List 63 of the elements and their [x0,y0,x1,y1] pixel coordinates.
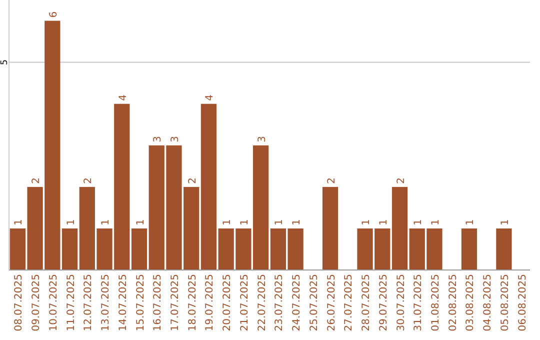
x-tick-label: 18.07.2025 [187,274,198,332]
x-tick-label: 13.07.2025 [100,274,112,332]
x-tick-label: 27.07.2025 [344,274,355,332]
bar [392,186,408,270]
data-label: 1 [465,219,476,226]
bar [461,228,478,270]
data-label: 1 [239,219,250,226]
data-label: 1 [100,219,112,226]
data-label: 6 [48,11,60,18]
data-label: 2 [83,178,94,184]
x-tick-label: 31.07.2025 [413,274,424,332]
x-tick-label: 04.08.2025 [482,274,494,332]
data-label: 2 [326,178,338,184]
bar [62,228,78,270]
x-tick-label: 09.07.2025 [31,274,42,332]
x-tick-label: 14.07.2025 [118,274,129,332]
data-label: 3 [256,136,268,142]
data-label: 1 [500,219,511,226]
bar [496,228,512,270]
x-tick-label: 02.08.2025 [448,274,459,332]
data-label: 2 [187,178,198,184]
x-tick-label: 08.07.2025 [14,274,25,332]
x-tick-label: 10.07.2025 [48,274,60,332]
data-label: 1 [361,219,372,226]
data-label: 1 [430,219,442,226]
x-tick-label: 28.07.2025 [361,274,372,332]
x-tick-label: 23.07.2025 [274,274,286,332]
data-label: 1 [14,219,25,226]
x-tick-label: 25.07.2025 [308,274,320,332]
bar [322,186,338,270]
x-tick-label: 21.07.2025 [239,274,250,332]
data-label: 1 [66,219,77,226]
x-tick-label: 16.07.2025 [152,274,164,332]
x-tick-label: 12.07.2025 [83,274,94,332]
bar [131,228,148,270]
data-label: 4 [204,94,216,101]
x-tick-label: 17.07.2025 [170,274,181,332]
x-tick-label: 11.07.2025 [66,274,77,332]
data-label: 4 [118,94,129,101]
x-tick-label: 26.07.2025 [326,274,338,332]
x-tick-label: 01.08.2025 [430,274,442,332]
data-label: 2 [31,178,42,184]
x-tick-label: 19.07.2025 [204,274,216,332]
data-label: 1 [135,219,146,226]
data-label: 1 [378,219,390,226]
x-tick-label: 30.07.2025 [396,274,407,332]
x-tick-label: 03.08.2025 [465,274,476,332]
x-tick-label: 29.07.2025 [378,274,390,332]
x-tick-label: 15.07.2025 [135,274,146,332]
data-label: 1 [274,219,286,226]
data-label: 1 [222,219,234,226]
x-tick-label: 05.08.2025 [500,274,511,332]
data-label: 2 [396,178,407,184]
x-tick-label: 24.07.2025 [292,274,303,332]
data-label: 3 [170,136,181,142]
data-label: 1 [292,219,303,226]
x-tick-label: 22.07.2025 [256,274,268,332]
data-label: 1 [413,219,424,226]
y-tick-label: 5 [0,59,10,66]
x-tick-label: 06.08.2025 [517,274,528,332]
data-label: 3 [152,136,164,142]
bar [200,104,217,270]
x-tick-label: 20.07.2025 [222,274,234,332]
